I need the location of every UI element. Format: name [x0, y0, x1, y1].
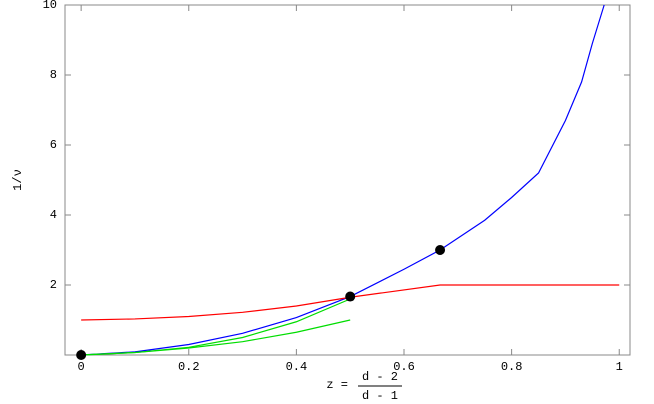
x-tick-label: 0 [78, 360, 85, 374]
point [76, 350, 87, 360]
y-label: 1/ν [11, 169, 25, 191]
x-label-numerator: d - 2 [362, 370, 398, 384]
y-tick-label: 4 [50, 208, 57, 222]
y-tick-label: 2 [50, 278, 57, 292]
x-tick-label: 0.8 [501, 360, 523, 374]
line-series [81, 319, 351, 356]
point [345, 291, 356, 302]
x-label-denominator: d - 1 [362, 389, 398, 403]
point [435, 245, 446, 255]
x-tick-label: 1 [616, 360, 623, 374]
x-tick-label: 0.4 [286, 360, 308, 374]
y-tick-label: 8 [50, 68, 57, 82]
x-tick-label: 0.6 [393, 360, 415, 374]
x-label-prefix: z = [326, 378, 348, 392]
x-tick-label: 0.2 [178, 360, 200, 374]
line-series [81, 284, 620, 321]
y-tick-label: 6 [50, 138, 57, 152]
plot-frame [64, 4, 631, 356]
line-series [81, 298, 351, 356]
y-tick-label: 10 [43, 0, 57, 12]
